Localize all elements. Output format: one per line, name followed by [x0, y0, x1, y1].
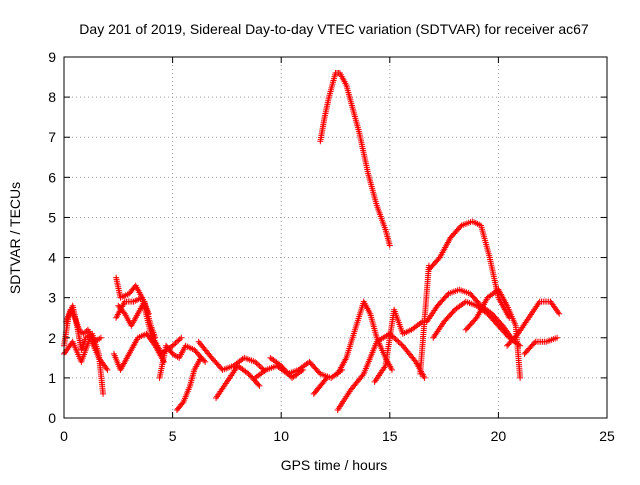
data-point: [97, 334, 104, 341]
data-point: [457, 223, 464, 230]
series-sat-d: [113, 274, 152, 317]
data-point: [316, 369, 323, 376]
grid: [64, 57, 607, 418]
data-point: [171, 341, 178, 348]
y-tick-label: 4: [48, 250, 56, 266]
axis-ticks: 0 5 10 15 20 25 0 1 2 3 4 5 6 7 8 9: [48, 49, 615, 444]
data-point: [392, 336, 399, 343]
series-sat-y: [417, 262, 432, 377]
data-point: [398, 341, 405, 348]
data-point: [179, 400, 186, 407]
data-point: [531, 340, 538, 347]
data-point: [120, 309, 127, 316]
x-tick-label: 15: [382, 428, 398, 444]
x-tick-label: 20: [491, 428, 507, 444]
data-point: [425, 262, 432, 269]
data-point: [253, 360, 260, 367]
data-point: [255, 381, 262, 388]
series-sat-m: [267, 354, 306, 381]
data-point: [395, 338, 402, 345]
y-tick-label: 1: [48, 370, 56, 386]
data-point: [396, 340, 403, 347]
data-marks: [61, 70, 563, 413]
data-point: [178, 334, 185, 341]
data-point: [435, 255, 442, 262]
series-sat-g: [110, 330, 167, 373]
series-sat-v: [462, 286, 524, 381]
series-sat-s: [425, 218, 513, 321]
y-tick-label: 5: [48, 209, 56, 225]
y-tick-label: 7: [48, 129, 56, 145]
y-tick-label: 0: [48, 410, 56, 426]
series-sat-w: [504, 298, 563, 349]
data-point: [472, 316, 479, 323]
data-point: [556, 310, 563, 317]
series-sat-x: [521, 334, 561, 357]
data-point: [197, 354, 204, 361]
y-tick-label: 9: [48, 49, 56, 65]
series-sat-j: [195, 338, 267, 373]
data-point: [323, 374, 330, 381]
y-tick-label: 8: [48, 89, 56, 105]
data-point: [517, 342, 524, 349]
data-point: [517, 374, 524, 381]
series-sat-h: [156, 342, 209, 381]
data-point: [255, 361, 262, 368]
y-axis-label: SDTVAR / TECUs: [7, 182, 23, 294]
series-sat-q: [334, 330, 428, 413]
data-point: [169, 342, 176, 349]
data-point: [252, 358, 259, 365]
series-sat-r: [371, 306, 426, 385]
data-point: [176, 336, 183, 343]
series-sat-k: [213, 362, 263, 401]
data-point: [81, 329, 88, 336]
data-point: [175, 337, 182, 344]
data-point: [322, 376, 329, 383]
y-tick-label: 2: [48, 330, 56, 346]
x-axis-label: GPS time / hours: [281, 457, 388, 473]
data-point: [200, 357, 207, 364]
data-point: [421, 374, 428, 381]
x-tick-label: 10: [273, 428, 289, 444]
data-point: [386, 242, 393, 249]
plot-frame: [63, 56, 608, 419]
series-sat-f: [113, 294, 185, 357]
data-point: [299, 366, 306, 373]
x-tick-label: 0: [60, 428, 68, 444]
data-point: [359, 372, 366, 379]
data-point: [104, 366, 111, 373]
series-sat-n: [317, 70, 393, 249]
data-point: [256, 362, 263, 369]
data-point: [411, 357, 418, 364]
data-point: [80, 330, 87, 337]
data-point: [554, 334, 561, 341]
chart-title: Day 201 of 2019, Sidereal Day-to-day VTE…: [79, 21, 589, 37]
y-tick-label: 3: [48, 290, 56, 306]
series-sat-i: [173, 354, 204, 413]
series-sat-c: [61, 302, 107, 397]
data-point: [172, 340, 179, 347]
data-point: [173, 338, 180, 345]
data-point: [100, 390, 107, 397]
data-point: [257, 364, 264, 371]
data-point: [202, 358, 209, 365]
series-sat-o: [310, 374, 330, 397]
data-point: [391, 334, 398, 341]
data-point: [394, 337, 401, 344]
data-point: [444, 291, 451, 298]
series-sat-l: [252, 358, 346, 381]
x-tick-label: 5: [169, 428, 177, 444]
series-sat-p: [334, 298, 395, 377]
x-tick-label: 25: [599, 428, 615, 444]
data-point: [256, 382, 263, 389]
data-point: [388, 366, 395, 373]
y-tick-label: 6: [48, 169, 56, 185]
